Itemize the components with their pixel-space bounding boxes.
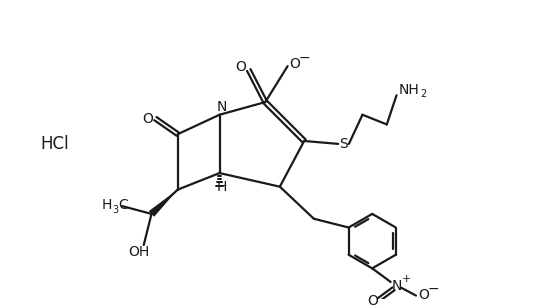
Text: O: O [236,60,247,74]
Text: NH: NH [399,83,419,97]
Text: +: + [401,274,411,284]
Text: HCl: HCl [40,135,69,153]
Text: 2: 2 [421,89,427,99]
Text: N: N [216,100,227,114]
Text: S: S [339,137,348,151]
Text: H: H [102,198,112,212]
Text: H: H [216,180,227,194]
Text: −: − [298,51,310,65]
Text: O: O [142,111,153,126]
Text: N: N [391,279,402,293]
Text: OH: OH [128,245,149,259]
Text: −: − [428,282,439,296]
Text: C: C [119,198,128,212]
Text: O: O [289,57,300,71]
Text: O: O [367,294,378,308]
Text: O: O [418,288,429,302]
Polygon shape [149,190,178,217]
Text: 3: 3 [113,205,119,215]
